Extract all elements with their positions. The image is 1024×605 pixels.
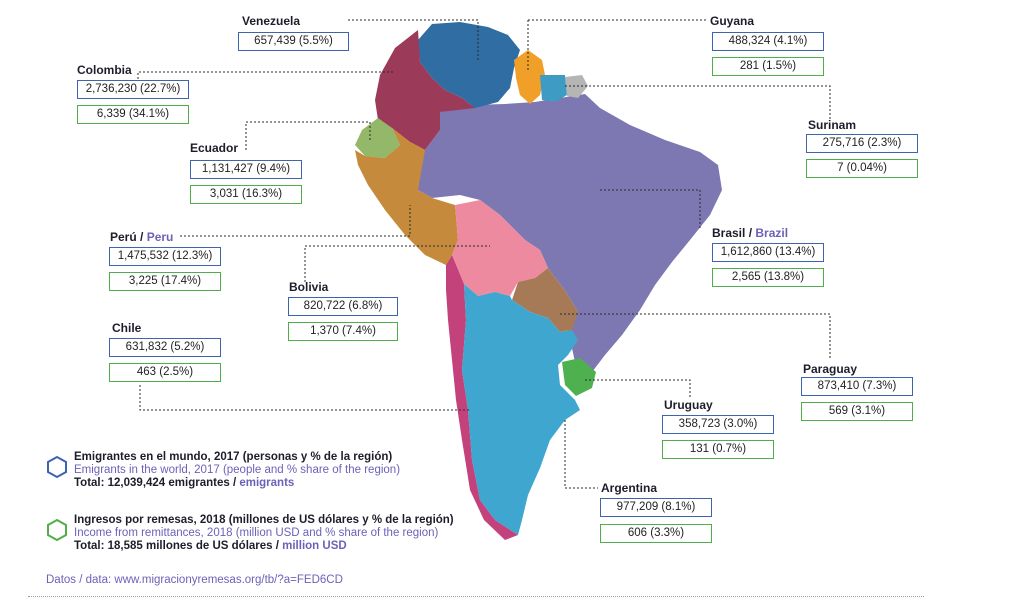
leader-paraguay xyxy=(560,313,831,358)
legend-remittances-total: Total: 18,585 millones de US dólares / m… xyxy=(74,540,347,552)
remittances-chile: 463 (2.5%) xyxy=(109,363,221,382)
emigrants-guyana: 488,324 (4.1%) xyxy=(712,32,824,51)
emigrants-chile: 631,832 (5.2%) xyxy=(109,338,221,357)
country-colombia[interactable] xyxy=(375,30,475,150)
emigrants-surinam: 275,716 (2.3%) xyxy=(806,134,918,153)
country-chile[interactable] xyxy=(446,255,518,540)
emigrants-argentina: 977,209 (8.1%) xyxy=(600,498,712,517)
remittances-guyana: 281 (1.5%) xyxy=(712,57,824,76)
leader-argentina xyxy=(564,420,598,489)
country-guyana[interactable] xyxy=(514,50,545,104)
emigrants-brasil: 1,612,860 (13.4%) xyxy=(712,243,824,262)
remittances-peru: 3,225 (17.4%) xyxy=(109,272,221,291)
legend-remittances-en: Income from remittances, 2018 (million U… xyxy=(74,527,439,539)
remittances-argentina: 606 (3.3%) xyxy=(600,524,712,543)
leader-ecuador xyxy=(245,121,371,150)
leader-brasil xyxy=(600,189,701,228)
label-chile: Chile xyxy=(112,321,142,335)
legend-remittances-es: Ingresos por remesas, 2018 (millones de … xyxy=(74,514,454,526)
emigrants-peru: 1,475,532 (12.3%) xyxy=(109,247,221,266)
label-ecuador: Ecuador xyxy=(190,141,239,155)
country-paraguay[interactable] xyxy=(512,268,578,332)
remittances-hexagon-icon xyxy=(47,518,67,542)
remittances-ecuador: 3,031 (16.3%) xyxy=(190,185,302,204)
bottom-divider xyxy=(28,596,924,597)
label-uruguay: Uruguay xyxy=(664,398,713,412)
leader-bolivia xyxy=(304,245,490,282)
emigrants-ecuador: 1,131,427 (9.4%) xyxy=(190,160,302,179)
country-uruguay[interactable] xyxy=(562,358,596,396)
remittances-paraguay: 569 (3.1%) xyxy=(801,402,913,421)
emigrants-venezuela: 657,439 (5.5%) xyxy=(238,32,349,51)
country-surinam[interactable] xyxy=(540,75,567,102)
country-french-guiana xyxy=(565,75,588,98)
label-peru-en: Peru xyxy=(146,230,174,244)
legend-emigrants-es: Emigrantes en el mundo, 2017 (personas y… xyxy=(74,451,393,463)
remittances-brasil: 2,565 (13.8%) xyxy=(712,268,824,287)
country-peru[interactable] xyxy=(355,128,458,265)
legend-emigrants-total: Total: 12,039,424 emigrantes / emigrants xyxy=(74,477,295,489)
legend-emigrants: Emigrantes en el mundo, 2017 (personas y… xyxy=(74,451,400,490)
legend-remittances: Ingresos por remesas, 2018 (millones de … xyxy=(74,514,454,553)
emigrants-uruguay: 358,723 (3.0%) xyxy=(662,415,774,434)
emigrants-paraguay: 873,410 (7.3%) xyxy=(801,377,913,396)
remittances-uruguay: 131 (0.7%) xyxy=(662,440,774,459)
remittances-colombia: 6,339 (34.1%) xyxy=(77,105,189,124)
emigrants-bolivia: 820,722 (6.8%) xyxy=(288,297,398,316)
label-paraguay: Paraguay xyxy=(803,362,858,376)
label-argentina: Argentina xyxy=(601,481,658,495)
label-brasil: Brasil / Brazil xyxy=(712,226,789,240)
emigrants-colombia: 2,736,230 (22.7%) xyxy=(77,80,189,99)
country-venezuela[interactable] xyxy=(418,22,520,108)
leader-peru xyxy=(180,205,411,237)
leader-colombia xyxy=(137,71,395,79)
remittances-bolivia: 1,370 (7.4%) xyxy=(288,322,398,341)
remittances-surinam: 7 (0.04%) xyxy=(806,159,918,178)
label-venezuela: Venezuela xyxy=(242,14,301,28)
label-brasil-en: Brazil xyxy=(755,226,789,240)
country-argentina[interactable] xyxy=(462,284,580,535)
leader-venezuela xyxy=(348,19,479,62)
country-brazil[interactable] xyxy=(410,94,722,372)
leader-chile xyxy=(139,385,470,411)
label-surinam: Surinam xyxy=(808,118,857,132)
leader-lines xyxy=(137,19,831,489)
label-peru: Perú / Peru xyxy=(110,230,174,244)
source-note[interactable]: Datos / data: www.migracionyremesas.org/… xyxy=(46,574,343,586)
label-colombia: Colombia xyxy=(77,63,132,77)
leader-surinam xyxy=(565,85,831,120)
emigrants-hexagon-icon xyxy=(47,455,67,479)
leader-uruguay xyxy=(585,379,691,398)
label-bolivia: Bolivia xyxy=(289,280,329,294)
label-guyana: Guyana xyxy=(710,14,755,28)
country-ecuador[interactable] xyxy=(355,118,400,158)
legend-emigrants-en: Emigrants in the world, 2017 (people and… xyxy=(74,464,401,476)
country-bolivia[interactable] xyxy=(452,200,548,296)
